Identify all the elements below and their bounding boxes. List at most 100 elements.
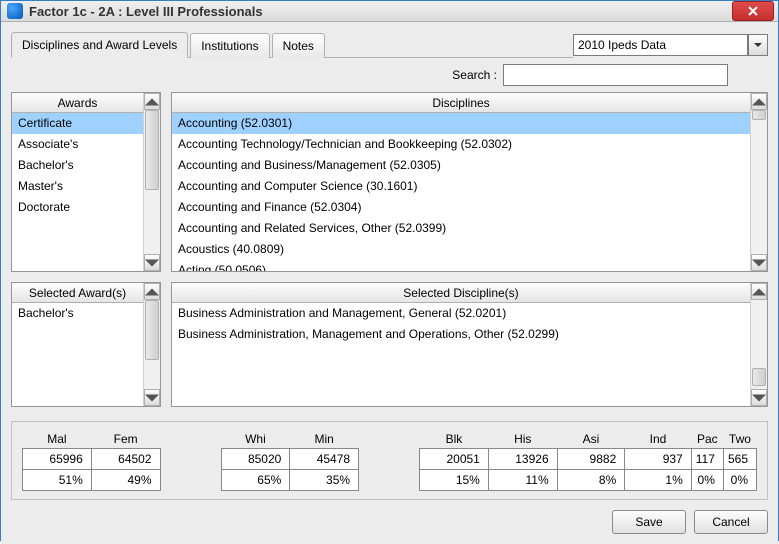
scroll-down-button[interactable] — [144, 389, 160, 406]
stats-cell: 85020 — [221, 449, 290, 470]
stats-cell: 51% — [23, 470, 92, 491]
list-item[interactable]: Bachelor's — [12, 303, 143, 324]
stats-cell: 937 — [625, 449, 691, 470]
stats-cell: 15% — [420, 470, 489, 491]
selected-disciplines-panel: Selected Discipline(s) Business Administ… — [171, 282, 768, 407]
list-item[interactable]: Accounting and Computer Science (30.1601… — [172, 176, 750, 197]
window-body: Disciplines and Award LevelsInstitutions… — [1, 22, 778, 544]
save-button[interactable]: Save — [612, 510, 686, 534]
scroll-track[interactable] — [751, 110, 767, 254]
list-item[interactable]: Associate's — [12, 134, 143, 155]
data-source-dropdown-button[interactable] — [748, 34, 768, 56]
stats-cell: 565 — [723, 449, 756, 470]
list-item[interactable]: Acoustics (40.0809) — [172, 239, 750, 260]
list-item[interactable]: Accounting (52.0301) — [172, 113, 750, 134]
scroll-up-button[interactable] — [751, 283, 767, 300]
awards-scrollbar[interactable] — [143, 93, 160, 271]
selected-disciplines-list[interactable]: Business Administration and Management, … — [172, 303, 750, 406]
stats-header: His — [488, 430, 557, 449]
awards-header: Awards — [12, 93, 143, 113]
stats-cell: 65996 — [23, 449, 92, 470]
data-source-select[interactable]: 2010 Ipeds Data — [573, 34, 748, 56]
chevron-down-icon — [752, 391, 766, 405]
list-item[interactable]: Accounting Technology/Technician and Boo… — [172, 134, 750, 155]
scroll-up-button[interactable] — [144, 283, 160, 300]
list-item[interactable]: Business Administration, Management and … — [172, 324, 750, 345]
chevron-down-icon — [752, 256, 766, 270]
stats-panel: MalFemWhiMinBlkHisAsiIndPacTwo6599664502… — [11, 421, 768, 500]
stats-header: Mal — [23, 430, 92, 449]
stats-cell: 13926 — [488, 449, 557, 470]
search-row: Search : — [11, 64, 768, 86]
list-item[interactable]: Bachelor's — [12, 155, 143, 176]
chevron-up-icon — [752, 285, 766, 299]
scroll-thumb[interactable] — [145, 300, 159, 360]
stats-cell: 0% — [723, 470, 756, 491]
titlebar: Factor 1c - 2A : Level III Professionals — [1, 1, 778, 22]
row-awards-disciplines: Awards CertificateAssociate'sBachelor'sM… — [11, 92, 768, 272]
stats-cell: 35% — [290, 470, 359, 491]
selected-awards-header: Selected Award(s) — [12, 283, 143, 303]
awards-list[interactable]: CertificateAssociate'sBachelor'sMaster's… — [12, 113, 143, 271]
scroll-thumb[interactable] — [752, 110, 766, 120]
stats-header: Pac — [691, 430, 723, 449]
selected-awards-panel: Selected Award(s) Bachelor's — [11, 282, 161, 407]
search-label: Search : — [452, 68, 497, 82]
scroll-down-button[interactable] — [751, 389, 767, 406]
disciplines-list[interactable]: Accounting (52.0301)Accounting Technolog… — [172, 113, 750, 271]
stats-cell: 117 — [691, 449, 723, 470]
list-item[interactable]: Accounting and Related Services, Other (… — [172, 218, 750, 239]
scroll-track[interactable] — [144, 300, 160, 389]
scroll-down-button[interactable] — [751, 254, 767, 271]
list-item[interactable]: Business Administration and Management, … — [172, 303, 750, 324]
scroll-track[interactable] — [751, 300, 767, 389]
scroll-down-button[interactable] — [144, 254, 160, 271]
tab-notes[interactable]: Notes — [272, 33, 325, 58]
top-row: Disciplines and Award LevelsInstitutions… — [11, 32, 768, 58]
chevron-up-icon — [145, 95, 159, 109]
search-input[interactable] — [503, 64, 728, 86]
scroll-up-button[interactable] — [144, 93, 160, 110]
stats-header: Two — [723, 430, 756, 449]
list-item[interactable]: Accounting and Business/Management (52.0… — [172, 155, 750, 176]
selected-awards-scrollbar[interactable] — [143, 283, 160, 406]
scroll-up-button[interactable] — [751, 93, 767, 110]
window: Factor 1c - 2A : Level III Professionals… — [0, 0, 779, 541]
stats-table: MalFemWhiMinBlkHisAsiIndPacTwo6599664502… — [22, 430, 757, 491]
scroll-track[interactable] — [144, 110, 160, 254]
list-item[interactable]: Acting (50.0506) — [172, 260, 750, 271]
stats-header: Fem — [91, 430, 160, 449]
stats-header: Asi — [557, 430, 625, 449]
list-item[interactable]: Accounting and Finance (52.0304) — [172, 197, 750, 218]
scroll-thumb[interactable] — [145, 110, 159, 190]
selected-disciplines-scrollbar[interactable] — [750, 283, 767, 406]
stats-cell: 1% — [625, 470, 691, 491]
selected-disciplines-header: Selected Discipline(s) — [172, 283, 750, 303]
tab-strip: Disciplines and Award LevelsInstitutions… — [11, 32, 573, 58]
button-row: Save Cancel — [11, 510, 768, 534]
chevron-up-icon — [752, 95, 766, 109]
tab-institutions[interactable]: Institutions — [190, 33, 269, 58]
disciplines-scrollbar[interactable] — [750, 93, 767, 271]
list-item[interactable]: Certificate — [12, 113, 143, 134]
stats-cell: 20051 — [420, 449, 489, 470]
selected-awards-list[interactable]: Bachelor's — [12, 303, 143, 406]
close-button[interactable] — [732, 1, 774, 21]
tab-disciplines-and-award-levels[interactable]: Disciplines and Award Levels — [11, 32, 188, 58]
stats-cell: 11% — [488, 470, 557, 491]
cancel-button[interactable]: Cancel — [694, 510, 768, 534]
stats-cell: 45478 — [290, 449, 359, 470]
stats-cell: 9882 — [557, 449, 625, 470]
stats-header: Blk — [420, 430, 489, 449]
stats-header: Min — [290, 430, 359, 449]
stats-cell: 65% — [221, 470, 290, 491]
awards-panel: Awards CertificateAssociate'sBachelor'sM… — [11, 92, 161, 272]
chevron-down-icon — [754, 41, 762, 49]
scroll-thumb[interactable] — [752, 368, 766, 386]
data-source-value: 2010 Ipeds Data — [578, 38, 666, 52]
list-item[interactable]: Doctorate — [12, 197, 143, 218]
stats-header: Ind — [625, 430, 691, 449]
stats-header: Whi — [221, 430, 290, 449]
list-item[interactable]: Master's — [12, 176, 143, 197]
chevron-down-icon — [145, 391, 159, 405]
